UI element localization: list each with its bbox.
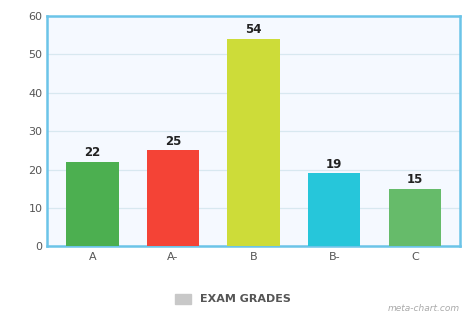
Text: 15: 15 xyxy=(407,173,423,186)
Bar xyxy=(308,173,360,246)
Text: 19: 19 xyxy=(326,158,342,171)
Text: meta-chart.com: meta-chart.com xyxy=(388,304,460,313)
Bar xyxy=(389,189,441,246)
Bar xyxy=(147,150,199,246)
Text: 25: 25 xyxy=(165,135,181,148)
Text: 22: 22 xyxy=(84,146,100,159)
Bar xyxy=(228,39,280,246)
Legend: EXAM GRADES: EXAM GRADES xyxy=(175,294,291,304)
Bar xyxy=(66,162,118,246)
Text: 54: 54 xyxy=(246,23,262,36)
